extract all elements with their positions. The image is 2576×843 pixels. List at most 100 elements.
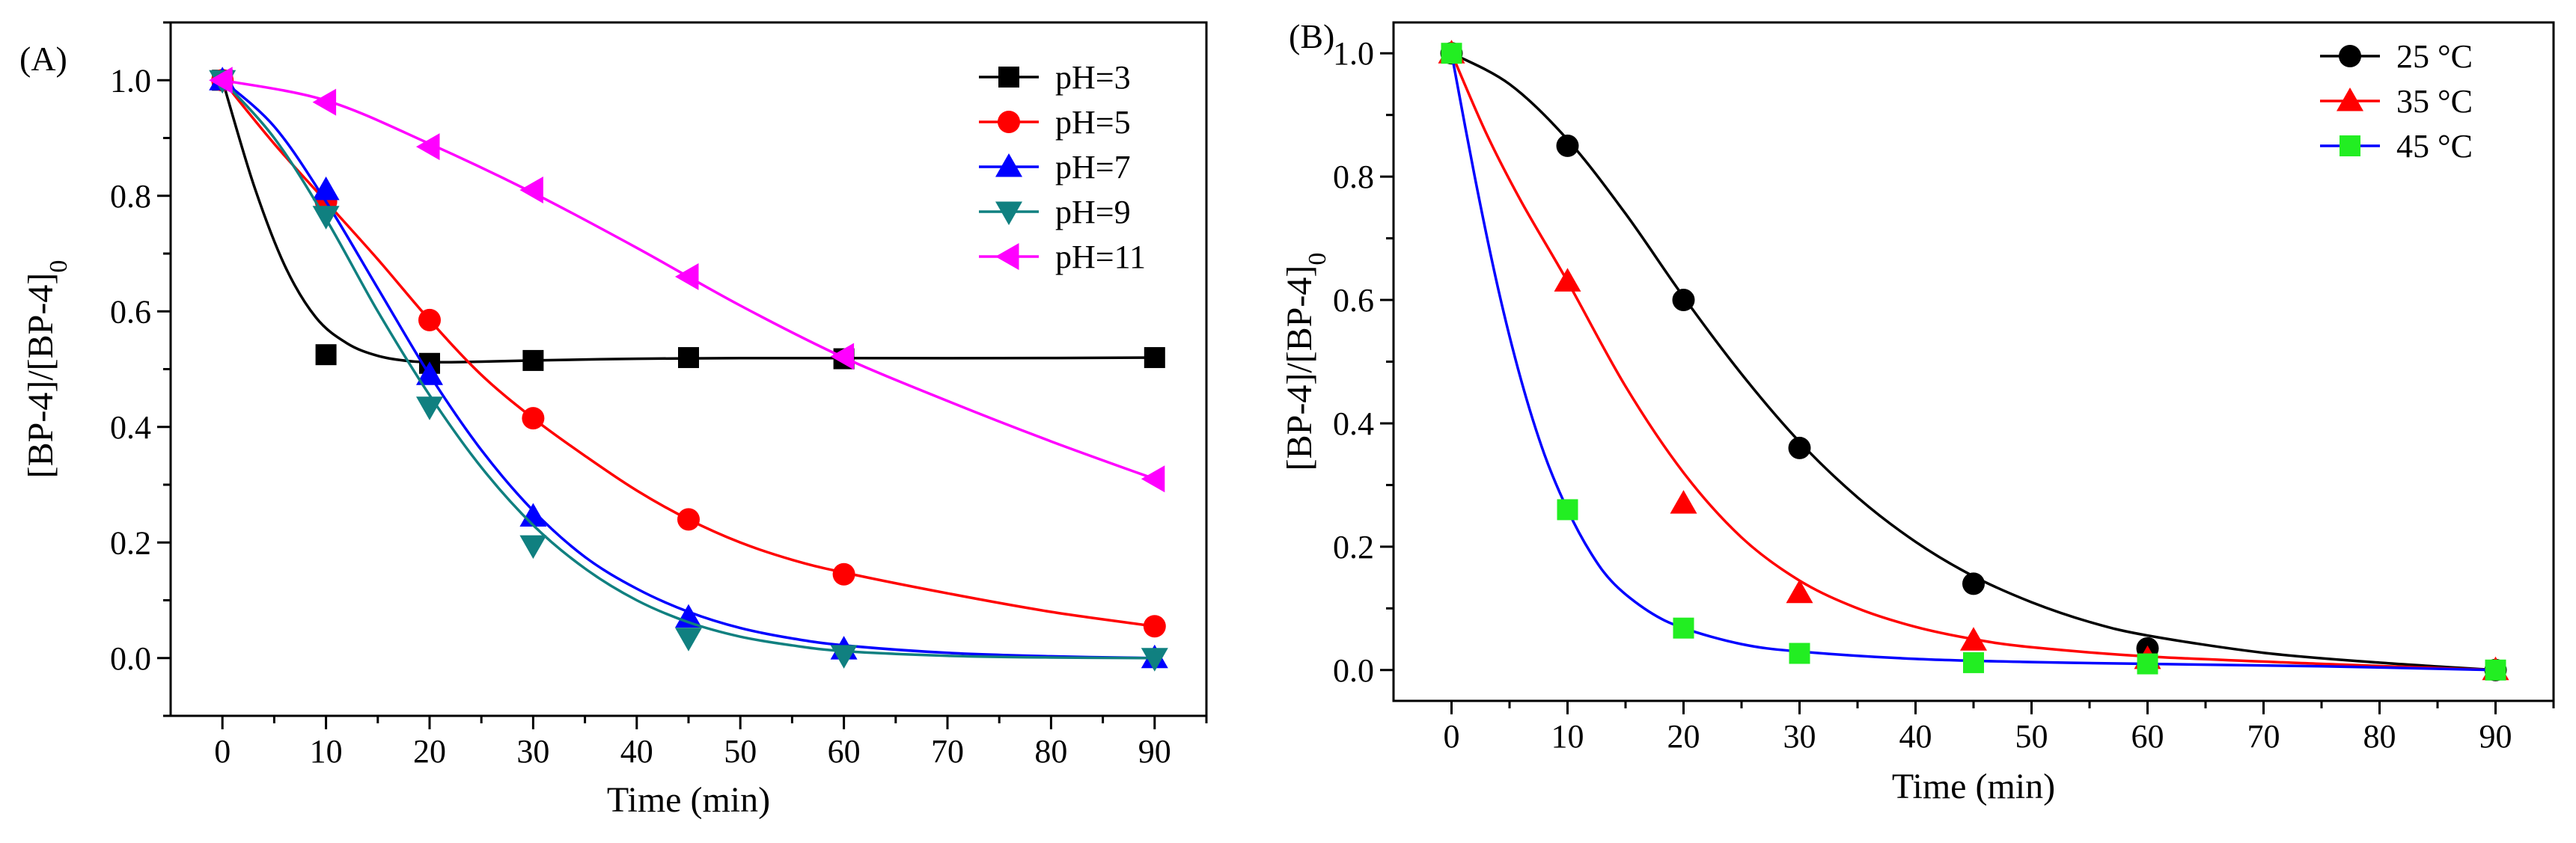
x-tick-label: 50	[724, 733, 757, 770]
y-tick-label: 1.0	[110, 62, 151, 99]
legend-label: 45 °C	[2396, 128, 2473, 165]
legend: 25 °C 35 °C 45 °C	[2320, 38, 2473, 165]
x-tick-label: 70	[2247, 718, 2280, 755]
legend-marker	[995, 201, 1022, 225]
plot-frame	[1392, 21, 2555, 702]
data-point	[1672, 289, 1695, 312]
legend-label: pH=9	[1055, 194, 1131, 230]
data-point	[416, 361, 443, 385]
y-tick-label: 0.2	[1333, 529, 1374, 565]
y-tick-label: 0.4	[1333, 405, 1374, 442]
x-tick-label: 50	[2015, 718, 2048, 755]
data-point	[1788, 436, 1811, 459]
data-point	[315, 344, 337, 366]
y-tick-label: 0.8	[1333, 159, 1374, 195]
data-point	[830, 645, 858, 669]
series-4	[209, 67, 1165, 493]
y-tick-label: 0.8	[110, 178, 151, 215]
x-tick-label: 20	[1667, 718, 1700, 755]
x-tick-label: 60	[828, 733, 861, 770]
data-point	[1670, 490, 1697, 514]
data-point	[1554, 268, 1581, 292]
y-tick-label: 0.6	[1333, 282, 1374, 319]
data-point	[677, 508, 700, 531]
data-point	[1786, 579, 1813, 604]
y-tick-label: 0.0	[110, 640, 151, 677]
data-point	[519, 177, 543, 204]
fit-line	[221, 79, 1155, 364]
legend-label: pH=11	[1055, 239, 1146, 275]
x-tick-label: 0	[214, 733, 231, 770]
x-axis-title: Time (min)	[1892, 767, 2055, 806]
data-point	[675, 628, 702, 652]
data-point	[416, 396, 443, 420]
data-point	[1141, 465, 1165, 493]
legend-marker	[998, 67, 1019, 88]
legend-label: pH=3	[1055, 59, 1131, 96]
legend-marker	[995, 243, 1019, 270]
legend-marker	[995, 153, 1022, 177]
data-point	[1789, 643, 1810, 664]
data-point	[1673, 617, 1694, 639]
x-tick-label: 80	[2363, 718, 2396, 755]
panel-label: (B)	[1289, 17, 1334, 55]
x-tick-label: 0	[1444, 718, 1460, 755]
data-point	[522, 349, 544, 371]
x-tick-label: 30	[516, 733, 549, 770]
data-point	[1144, 347, 1165, 369]
series-3	[209, 70, 1168, 672]
data-point	[209, 67, 233, 94]
x-tick-label: 60	[2131, 718, 2164, 755]
legend-marker	[2337, 88, 2363, 111]
y-tick-label: 0.4	[110, 409, 151, 446]
fit-line	[1450, 52, 2496, 672]
data-point	[1441, 43, 1462, 64]
legend-label: 35 °C	[2396, 83, 2473, 120]
data-point	[675, 263, 699, 290]
data-point	[678, 347, 699, 369]
fit-line	[221, 79, 1156, 628]
legend-marker	[998, 111, 1020, 133]
data-point	[830, 343, 855, 370]
data-point	[1960, 627, 1987, 651]
data-point	[519, 503, 547, 527]
x-tick-label: 90	[1138, 733, 1171, 770]
legend-marker	[2339, 45, 2361, 67]
data-point	[1963, 652, 1984, 673]
x-tick-label: 70	[931, 733, 964, 770]
data-point	[519, 535, 547, 560]
data-point	[312, 177, 340, 200]
legend-label: 25 °C	[2396, 38, 2473, 75]
y-tick-label: 0.0	[1333, 652, 1374, 689]
data-point	[418, 308, 441, 331]
data-point	[832, 562, 855, 586]
y-axis-title: [BP-4]/[BP-4]0	[1280, 253, 1331, 471]
legend: pH=3 pH=5 pH=7 pH=9 pH=11	[979, 59, 1146, 275]
data-point	[1556, 134, 1579, 157]
data-point	[416, 133, 440, 161]
x-tick-label: 80	[1034, 733, 1067, 770]
x-tick-label: 10	[1551, 718, 1584, 755]
x-tick-label: 40	[1899, 718, 1932, 755]
x-tick-label: 90	[2479, 718, 2512, 755]
y-tick-label: 0.2	[110, 524, 151, 561]
data-point	[312, 206, 340, 230]
data-point	[2485, 659, 2506, 681]
legend-marker	[2340, 135, 2360, 156]
fit-line	[222, 79, 1155, 660]
x-axis-title: Time (min)	[607, 780, 770, 820]
data-point	[2137, 653, 2158, 675]
legend-label: pH=7	[1055, 149, 1131, 186]
data-point	[675, 604, 702, 628]
legend-label: pH=5	[1055, 104, 1131, 141]
data-point	[1143, 615, 1166, 638]
fit-line	[221, 79, 1155, 660]
chart-panel-a: 0 10 20 30 40 50 60 70 80 90 0.0 0.2 0.4 0.6 0.8 1.0 Tim…	[19, 21, 1208, 820]
data-point	[1557, 499, 1578, 521]
y-tick-label: 0.6	[110, 293, 151, 330]
data-point	[1962, 572, 1985, 595]
x-tick-label: 20	[413, 733, 446, 770]
y-tick-label: 1.0	[1333, 35, 1374, 72]
x-tick-label: 30	[1783, 718, 1816, 755]
